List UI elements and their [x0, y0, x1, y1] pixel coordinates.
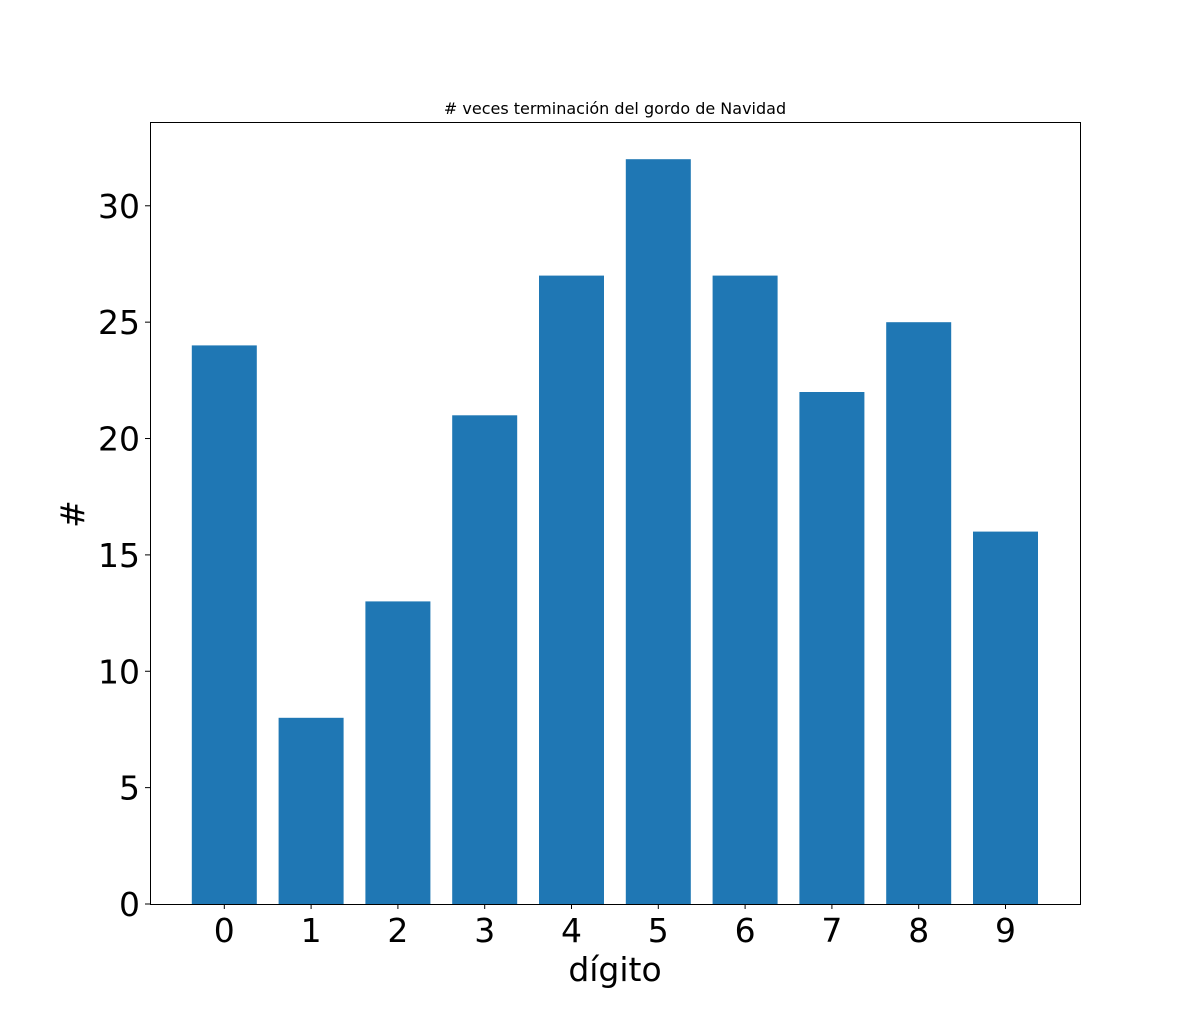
y-tick-label: 25 [98, 303, 140, 342]
y-tick-label: 10 [98, 652, 140, 691]
y-tick-label: 5 [119, 769, 140, 808]
bar-6 [712, 275, 778, 905]
x-axis-label: dígito [568, 950, 661, 989]
bar-1 [278, 717, 344, 904]
x-tick-label: 7 [821, 911, 842, 950]
x-tick-label: 8 [908, 911, 929, 950]
x-tick-label: 1 [301, 911, 322, 950]
bar-0 [191, 345, 257, 904]
y-axis: 0 5 10 15 20 25 30 [98, 187, 150, 924]
bar-9 [973, 531, 1038, 904]
x-tick-label: 3 [474, 911, 495, 950]
bars-layer [191, 159, 1038, 905]
chart-title: # veces terminación del gordo de Navidad [444, 99, 786, 118]
plot-frame [150, 122, 1081, 905]
y-tick-label: 30 [98, 187, 140, 226]
x-tick-label: 5 [648, 911, 669, 950]
y-tick-label: 0 [119, 885, 140, 924]
bar-5 [625, 159, 691, 904]
y-axis-label: # [53, 500, 92, 528]
x-tick-label: 0 [214, 911, 235, 950]
bar-8 [886, 322, 952, 904]
x-tick-label: 6 [735, 911, 756, 950]
x-tick-label: 2 [387, 911, 408, 950]
bar-7 [799, 392, 865, 904]
x-axis: 0 1 2 3 4 5 6 7 8 9 [214, 904, 1016, 950]
y-tick-label: 15 [98, 536, 140, 575]
x-tick-label: 4 [561, 911, 582, 950]
bar-4 [539, 275, 604, 905]
bar-2 [365, 601, 431, 904]
x-tick-label: 9 [995, 911, 1016, 950]
y-tick-label: 20 [98, 420, 140, 459]
bar-3 [452, 415, 518, 905]
